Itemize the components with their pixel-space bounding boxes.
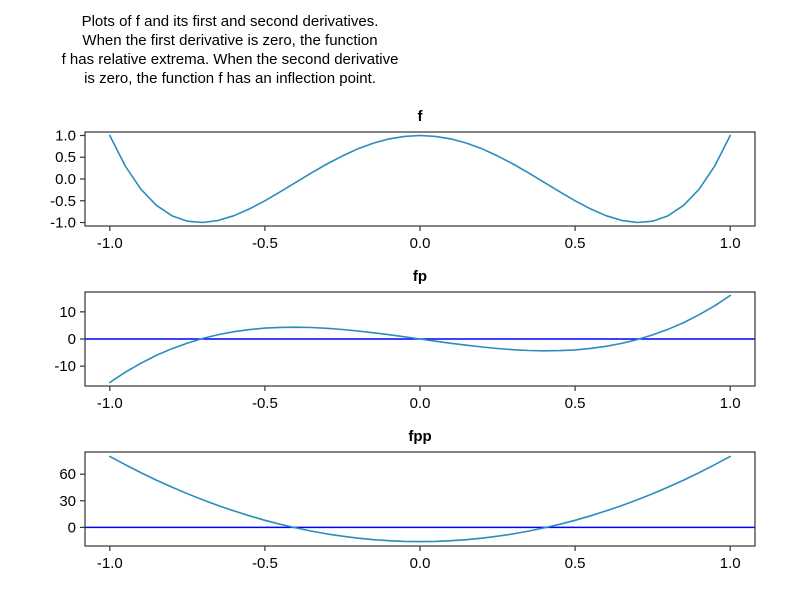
y-tick-label: -0.5 (50, 193, 76, 210)
x-tick-label: -0.5 (252, 235, 278, 252)
plot-box (84, 131, 756, 227)
y-tick-label: 10 (59, 304, 76, 321)
series-line-f (109, 134, 732, 224)
y-tick-label: 60 (59, 466, 76, 483)
x-tick-label: 0.5 (565, 395, 586, 412)
x-tick-label: 1.0 (720, 395, 741, 412)
caption-line-3: f has relative extrema. When the second … (61, 51, 399, 68)
y-tick-label: 0.0 (55, 171, 76, 188)
y-tick-label: 0.5 (55, 149, 76, 166)
x-tick-label: -1.0 (97, 555, 123, 572)
x-tick-label: 1.0 (720, 555, 741, 572)
chart-stack: f -1.0 -0.5 0.0 0.5 1.0 1.0 0.5 0.0 -0.5 -1.0 fp -1… (0, 98, 800, 578)
series-line-fp (109, 294, 732, 384)
panel-title: fpp (408, 428, 431, 445)
panel-title: fp (413, 268, 427, 285)
x-tick-label: -0.5 (252, 555, 278, 572)
x-tick-label: 0.0 (410, 395, 431, 412)
plot-box (84, 291, 756, 387)
y-tick-label: -10 (54, 358, 76, 375)
x-tick-label: -1.0 (97, 395, 123, 412)
chart-panel-fp: fp -1.0 -0.5 0.0 0.5 1.0 10 0 -10 (54, 268, 756, 412)
x-tick-label: 0.5 (565, 235, 586, 252)
x-tick-label: 0.0 (410, 555, 431, 572)
plot-box (84, 451, 756, 547)
y-tick-label: 30 (59, 493, 76, 510)
y-tick-label: 0 (68, 519, 76, 536)
caption-line-2: When the first derivative is zero, the f… (82, 32, 378, 49)
caption-line-1: Plots of f and its first and second deri… (81, 13, 379, 30)
panel-title: f (418, 108, 424, 125)
x-tick-label: 0.0 (410, 235, 431, 252)
y-tick-label: 1.0 (55, 127, 76, 144)
x-tick-label: 0.5 (565, 555, 586, 572)
x-tick-label: -0.5 (252, 395, 278, 412)
y-tick-label: 0 (68, 331, 76, 348)
y-tick-label: -1.0 (50, 215, 76, 232)
x-tick-label: 1.0 (720, 235, 741, 252)
chart-panel-fpp: fpp -1.0 -0.5 0.0 0.5 1.0 60 30 0 (59, 428, 756, 572)
series-line-fpp (109, 455, 732, 543)
figure-caption: Plots of f and its first and second deri… (0, 12, 460, 88)
x-tick-label: -1.0 (97, 235, 123, 252)
caption-line-4: is zero, the function f has an inflectio… (84, 70, 376, 87)
chart-panel-f: f -1.0 -0.5 0.0 0.5 1.0 1.0 0.5 0.0 -0.5 -1.0 (50, 108, 756, 252)
